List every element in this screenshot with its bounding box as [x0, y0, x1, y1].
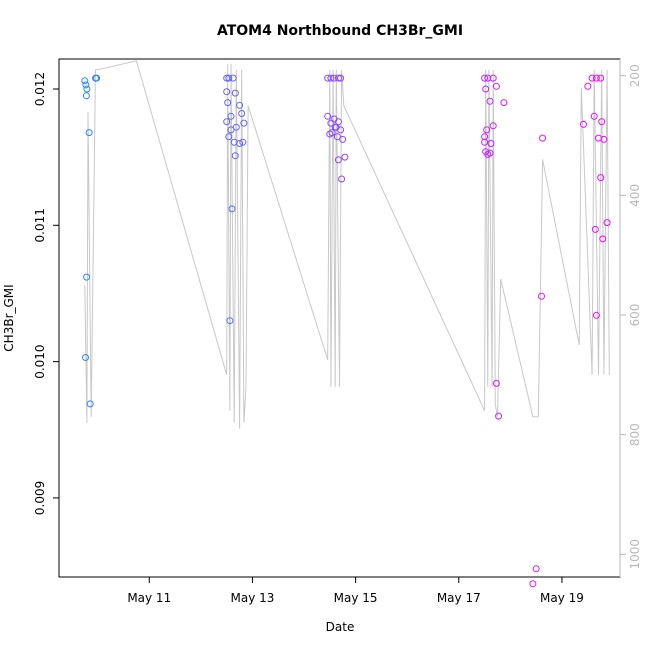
y-tick-label: 0.012	[33, 72, 47, 106]
y2-tick-label: 600	[628, 304, 642, 327]
data-point	[232, 123, 240, 131]
x-tick-label: May 15	[334, 591, 378, 605]
data-point	[486, 97, 494, 105]
chart-title: ATOM4 Northbound CH3Br_GMI	[217, 23, 463, 39]
altitude-line-layer	[84, 60, 610, 429]
data-point	[584, 82, 592, 90]
data-point	[538, 292, 545, 300]
data-point	[339, 135, 347, 143]
data-point	[225, 133, 233, 141]
data-point	[81, 77, 89, 85]
y-axis-right: 200 400 600 800 1000	[619, 59, 642, 577]
data-point	[227, 112, 235, 120]
data-point	[82, 92, 90, 100]
data-point	[331, 123, 339, 131]
data-point	[93, 74, 101, 82]
data-point	[487, 140, 495, 147]
data-point	[333, 133, 341, 141]
x-axis: May 11 May 13 May 15 May 17 May 19	[127, 577, 584, 605]
data-point	[229, 74, 237, 82]
data-point	[83, 85, 91, 93]
y2-tick-label: 400	[628, 184, 642, 207]
y2-tick-label: 1000	[628, 539, 642, 570]
data-point	[86, 400, 94, 408]
data-point	[580, 120, 587, 128]
data-point	[529, 580, 537, 588]
data-point	[599, 235, 607, 243]
data-point	[223, 88, 231, 96]
x-tick-label: May 13	[230, 591, 274, 605]
data-point	[341, 153, 349, 161]
data-point	[223, 118, 231, 126]
data-point	[326, 130, 334, 138]
x-tick-label: May 17	[437, 591, 481, 605]
data-point	[334, 118, 342, 126]
data-points-layer	[81, 74, 611, 588]
data-point	[532, 565, 540, 573]
data-point	[591, 225, 599, 233]
altitude-line	[84, 60, 610, 429]
y-tick-label: 0.011	[33, 208, 47, 242]
data-point	[483, 126, 491, 134]
y2-tick-label: 800	[628, 423, 642, 446]
data-point	[238, 110, 246, 117]
y2-tick-label: 200	[628, 64, 642, 87]
data-point	[489, 122, 497, 130]
y-tick-label: 0.010	[33, 344, 47, 378]
data-point	[489, 74, 497, 82]
y-axis-left: 0.009 0.010 0.011 0.012	[33, 72, 59, 515]
x-tick-label: May 19	[540, 591, 584, 605]
data-point	[482, 85, 490, 93]
data-point	[590, 112, 598, 120]
data-point	[231, 89, 239, 97]
data-point	[334, 74, 342, 82]
data-point	[539, 134, 547, 142]
data-point	[500, 99, 508, 107]
data-point	[337, 74, 345, 82]
data-point	[236, 140, 244, 147]
data-point	[228, 205, 236, 213]
data-point	[600, 135, 608, 143]
data-point	[225, 74, 233, 82]
data-point	[327, 74, 335, 82]
data-point	[598, 118, 606, 126]
data-point	[484, 74, 492, 82]
x-tick-label: May 11	[127, 591, 171, 605]
data-point	[82, 354, 89, 361]
data-point	[227, 126, 235, 134]
data-point	[337, 126, 345, 134]
data-point	[592, 311, 600, 319]
data-point	[338, 175, 346, 183]
data-point	[486, 149, 494, 157]
data-point	[239, 138, 247, 146]
data-point	[597, 74, 605, 82]
x-axis-label: Date	[326, 620, 355, 634]
data-point	[334, 156, 342, 164]
data-point	[324, 112, 332, 120]
data-point	[82, 81, 90, 89]
data-point	[83, 273, 91, 281]
y-axis-label: CH3Br_GMI	[2, 284, 16, 351]
data-point	[231, 152, 239, 160]
data-point	[603, 219, 611, 227]
data-point	[481, 74, 489, 82]
data-point	[224, 99, 232, 107]
data-point	[226, 317, 234, 325]
data-point	[592, 74, 600, 82]
data-point	[85, 129, 93, 137]
data-point	[495, 412, 503, 420]
data-point	[481, 138, 489, 146]
data-point	[236, 101, 244, 109]
y-tick-label: 0.009	[33, 481, 47, 515]
data-point	[588, 74, 596, 82]
data-point	[492, 82, 500, 90]
data-point	[240, 119, 248, 127]
data-point	[492, 379, 500, 387]
data-point	[597, 174, 605, 182]
